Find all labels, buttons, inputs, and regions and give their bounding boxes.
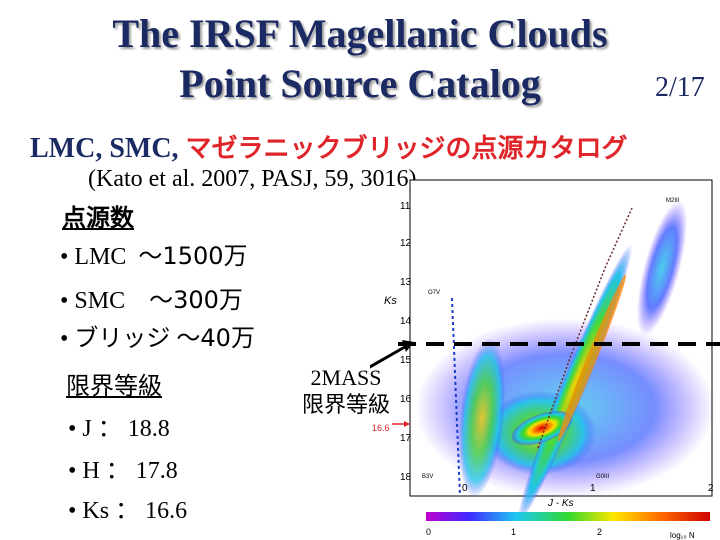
band-name: Ks bbox=[82, 498, 110, 524]
source-count-heading: 点源数 bbox=[62, 204, 134, 232]
page-number: 2/17 bbox=[655, 72, 705, 103]
limit-j-band: • J ： 18.8 bbox=[68, 408, 170, 443]
blue-sequence-density bbox=[458, 338, 506, 498]
x-axis-label: J - Ks bbox=[547, 498, 574, 509]
red-clump-peak bbox=[511, 410, 573, 446]
band-separator: ： bbox=[97, 414, 122, 442]
x-tick-label: 0 bbox=[462, 483, 468, 494]
star-label: M2III bbox=[666, 198, 680, 204]
source-count-smc: • SMC ～300万 bbox=[60, 280, 243, 315]
band-value: 16.6 bbox=[145, 498, 188, 524]
tmass-arrow bbox=[370, 340, 414, 369]
bullet: • bbox=[68, 498, 77, 524]
band-separator: ： bbox=[105, 456, 130, 484]
agb-density bbox=[636, 200, 688, 336]
y-tick-label: 14 bbox=[400, 316, 412, 327]
bullet: • bbox=[60, 244, 69, 270]
colorbar-tick: 2 bbox=[597, 527, 602, 537]
source-count-lmc: • LMC ～1500万 bbox=[60, 236, 248, 271]
reference-citation: (Kato et al. 2007, PASJ, 59, 3016) bbox=[88, 166, 417, 192]
band-value: 17.8 bbox=[135, 458, 178, 484]
x-tick-label: 1 bbox=[590, 483, 596, 494]
x-axis: 0 1 2 J - Ks bbox=[462, 483, 714, 509]
colorbar-tick: 0 bbox=[426, 527, 431, 537]
subtitle-objects: LMC, SMC, bbox=[30, 133, 186, 164]
band-name: J bbox=[82, 416, 92, 442]
y-tick-label: 16 bbox=[400, 394, 412, 405]
bullet: • bbox=[68, 416, 77, 442]
count-name: SMC bbox=[74, 288, 126, 314]
y-axis-label: Ks bbox=[384, 295, 397, 307]
arrow-head-icon bbox=[402, 340, 414, 352]
giant-track bbox=[537, 207, 633, 449]
tmass-limit-label: 2MASS 限界等級 bbox=[296, 364, 396, 420]
limiting-magnitude-heading: 限界等級 bbox=[66, 372, 162, 400]
color-magnitude-diagram: 16.6 11 12 13 14 15 16 17 18 Ks 0 1 2 J … bbox=[370, 179, 720, 540]
count-name: ブリッジ bbox=[74, 324, 171, 352]
y-tick-label: 11 bbox=[400, 201, 411, 212]
count-value: ～1500万 bbox=[138, 242, 248, 270]
bullet: • bbox=[60, 288, 69, 314]
x-tick-label: 2 bbox=[708, 483, 714, 494]
isochrone-lines bbox=[451, 207, 633, 497]
y-tick-label: 13 bbox=[400, 277, 412, 288]
arrow-shaft bbox=[370, 342, 411, 369]
limit-h-band: • H ： 17.8 bbox=[68, 450, 178, 485]
source-count-bridge: • ブリッジ ～40万 bbox=[60, 318, 255, 353]
marker-arrow-icon bbox=[404, 421, 410, 427]
star-label: G0III bbox=[596, 474, 609, 480]
band-separator: ： bbox=[115, 496, 140, 524]
slide-title-line-2: Point Source Catalog bbox=[179, 61, 541, 106]
colorbar-gradient bbox=[426, 512, 710, 521]
bullet: • bbox=[60, 326, 69, 352]
band-name: H bbox=[82, 458, 100, 484]
tmass-label-line-1: 2MASS bbox=[310, 365, 382, 390]
y-tick-label: 17 bbox=[400, 433, 412, 444]
y-axis: 11 12 13 14 15 16 17 18 Ks bbox=[384, 201, 412, 483]
y-tick-label: 12 bbox=[400, 238, 412, 249]
count-name: LMC bbox=[74, 244, 127, 270]
ks-limit-marker: 16.6 bbox=[372, 421, 410, 433]
colorbar: 0 1 2 log₁₀ N bbox=[426, 512, 710, 540]
star-label: B3V bbox=[422, 474, 433, 480]
marker-label: 16.6 bbox=[372, 423, 390, 433]
red-giant-branch-density bbox=[517, 243, 633, 523]
colorbar-tick: 1 bbox=[511, 527, 516, 537]
star-label: O7V bbox=[428, 290, 440, 296]
giant-branch-core bbox=[557, 274, 627, 442]
density-cloud bbox=[415, 200, 715, 523]
subtitle-catalog: マゼラニックブリッジの点源カタログ bbox=[185, 134, 628, 164]
star-type-labels: M2III O7V B3V G0III bbox=[422, 198, 680, 480]
slide-title-line-1: The IRSF Magellanic Clouds bbox=[112, 11, 608, 56]
bullet: • bbox=[68, 458, 77, 484]
count-value: ～300万 bbox=[149, 286, 243, 314]
slide-subtitle: LMC, SMC, マゼラニックブリッジの点源カタログ bbox=[30, 128, 628, 165]
count-value: ～40万 bbox=[176, 324, 255, 352]
band-value: 18.8 bbox=[127, 416, 170, 442]
y-tick-label: 18 bbox=[400, 472, 412, 483]
y-tick-label: 15 bbox=[400, 355, 412, 366]
tmass-label-line-2: 限界等級 bbox=[301, 393, 390, 418]
limit-ks-band: • Ks ： 16.6 bbox=[68, 490, 187, 525]
colorbar-label: log₁₀ N bbox=[670, 531, 695, 540]
